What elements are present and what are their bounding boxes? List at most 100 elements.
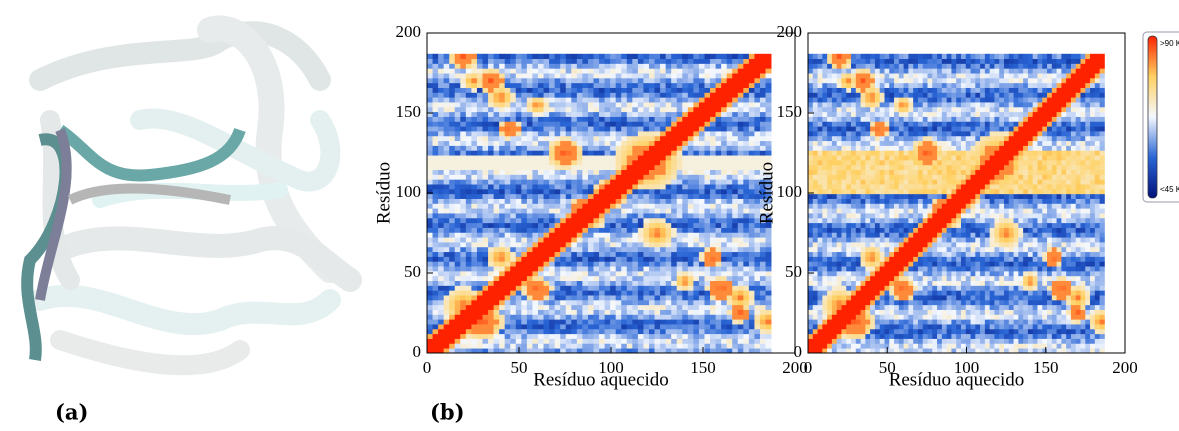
heatmap-cell xyxy=(754,295,760,300)
heatmap-cell xyxy=(749,343,755,348)
heatmap-cell xyxy=(822,194,827,199)
heatmap-cell xyxy=(655,150,661,155)
heatmap-cell xyxy=(889,97,894,102)
heatmap-cell xyxy=(516,334,522,339)
heatmap-cell xyxy=(721,63,727,68)
heatmap-cell xyxy=(870,184,875,189)
heatmap-cell xyxy=(856,165,861,170)
heatmap-cell xyxy=(749,300,755,305)
heatmap-cell xyxy=(427,97,433,102)
heatmap-cell xyxy=(743,228,749,233)
heatmap-cell xyxy=(808,329,813,334)
heatmap-cell xyxy=(482,184,488,189)
heatmap-cell xyxy=(870,223,875,228)
heatmap-cell xyxy=(688,271,694,276)
heatmap-cell xyxy=(749,165,755,170)
heatmap-cell xyxy=(599,285,605,290)
heatmap-cell xyxy=(832,252,837,257)
heatmap-cell xyxy=(837,141,842,146)
heatmap-cell xyxy=(716,54,722,59)
heatmap-cell xyxy=(738,218,744,223)
heatmap-cell xyxy=(482,145,488,150)
heatmap-cell xyxy=(527,343,533,348)
heatmap-cell xyxy=(699,174,705,179)
heatmap-cell xyxy=(610,145,616,150)
heatmap-cell xyxy=(861,343,866,348)
heatmap-cell xyxy=(827,145,832,150)
heatmap-cell xyxy=(889,343,894,348)
heatmap-cell xyxy=(593,131,599,136)
heatmap-cell xyxy=(837,218,842,223)
heatmap-cell xyxy=(433,300,439,305)
heatmap-cell xyxy=(889,179,894,184)
heatmap-cell xyxy=(444,88,450,93)
heatmap-cell xyxy=(610,78,616,83)
heatmap-cell xyxy=(471,228,477,233)
heatmap-cell xyxy=(837,310,842,315)
heatmap-cell xyxy=(721,261,727,266)
heatmap-cell xyxy=(754,78,760,83)
heatmap-cell xyxy=(582,252,588,257)
heatmap-cell xyxy=(555,300,561,305)
heatmap-cell xyxy=(760,131,766,136)
heatmap-cell xyxy=(433,121,439,126)
heatmap-cell xyxy=(766,145,772,150)
heatmap-cell xyxy=(856,136,861,141)
heatmap-cell xyxy=(677,271,683,276)
heatmap-cell xyxy=(455,68,461,73)
heatmap-cell xyxy=(555,276,561,281)
heatmap-cell xyxy=(471,247,477,252)
heatmap-cell xyxy=(516,237,522,242)
heatmap-cell xyxy=(616,261,622,266)
heatmap-cell xyxy=(870,218,875,223)
heatmap-cell xyxy=(865,92,870,97)
heatmap-cell xyxy=(760,256,766,261)
heatmap-cell xyxy=(738,343,744,348)
heatmap-cell xyxy=(538,203,544,208)
heatmap-cell xyxy=(837,73,842,78)
heatmap-cell xyxy=(427,319,433,324)
heatmap-cell xyxy=(671,343,677,348)
heatmap-cell xyxy=(444,266,450,271)
heatmap-cell xyxy=(813,78,818,83)
heatmap-cell xyxy=(677,266,683,271)
heatmap-cell xyxy=(627,160,633,165)
heatmap-cell xyxy=(599,78,605,83)
heatmap-cell xyxy=(627,208,633,213)
heatmap-cell xyxy=(632,247,638,252)
heatmap-cell xyxy=(721,174,727,179)
heatmap-cell xyxy=(704,117,710,122)
heatmap-cell xyxy=(494,319,500,324)
heatmap-cell xyxy=(865,213,870,218)
heatmap-cell xyxy=(889,194,894,199)
heatmap-cell xyxy=(738,141,744,146)
heatmap-cell xyxy=(710,276,716,281)
heatmap-cell xyxy=(532,145,538,150)
heatmap-cell xyxy=(605,126,611,131)
heatmap-cell xyxy=(427,310,433,315)
heatmap-cell xyxy=(649,63,655,68)
heatmap-cell xyxy=(677,73,683,78)
heatmap-cell xyxy=(738,126,744,131)
heatmap-cell xyxy=(704,78,710,83)
heatmap-cell xyxy=(610,218,616,223)
heatmap-cell xyxy=(560,228,566,233)
heatmap-cell xyxy=(460,295,466,300)
heatmap-cell xyxy=(505,290,511,295)
heatmap-cell xyxy=(837,88,842,93)
heatmap-cell xyxy=(538,63,544,68)
heatmap-cell xyxy=(438,276,444,281)
heatmap-cell xyxy=(704,266,710,271)
heatmap-cell xyxy=(560,189,566,194)
heatmap-cell xyxy=(861,63,866,68)
heatmap-cell xyxy=(549,83,555,88)
heatmap-cell xyxy=(721,252,727,257)
heatmap-cell xyxy=(627,112,633,117)
heatmap-cell xyxy=(841,97,846,102)
heatmap-cell xyxy=(688,314,694,319)
heatmap-cell xyxy=(760,314,766,319)
heatmap-cell xyxy=(499,68,505,73)
heatmap-cell xyxy=(433,208,439,213)
heatmap-cell xyxy=(643,237,649,242)
heatmap-cell xyxy=(488,295,494,300)
